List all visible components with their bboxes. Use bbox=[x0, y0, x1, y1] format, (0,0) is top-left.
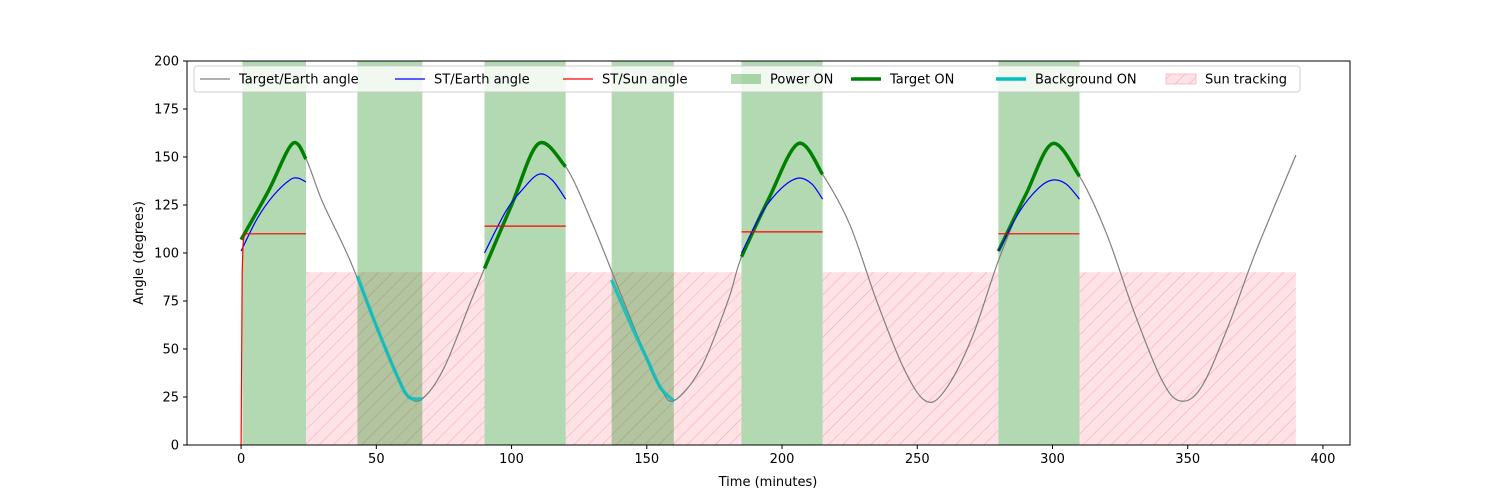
legend-label: Sun tracking bbox=[1205, 73, 1287, 88]
y-axis-label: Angle (degrees) bbox=[132, 201, 147, 305]
x-tick-label: 300 bbox=[1040, 452, 1065, 467]
legend: Target/Earth angle ST/Earth angle ST/Sun a… bbox=[193, 65, 1301, 93]
power-on-region bbox=[484, 61, 566, 445]
y-tick-label: 175 bbox=[154, 103, 179, 118]
legend-swatch-hatch bbox=[1166, 74, 1196, 84]
x-axis-label: Time (minutes) bbox=[718, 475, 818, 490]
x-tick-label: 350 bbox=[1175, 452, 1200, 467]
st-earth-angle-segment bbox=[740, 177, 824, 254]
y-tick-label: 50 bbox=[162, 343, 179, 358]
legend-label: Target/Earth angle bbox=[238, 73, 359, 88]
y-tick-label: 150 bbox=[154, 151, 179, 166]
sun-tracking-hatch bbox=[306, 272, 485, 445]
sun-tracking-region bbox=[306, 272, 485, 445]
legend-label: ST/Earth angle bbox=[434, 73, 530, 88]
target-on-segment bbox=[482, 140, 567, 270]
legend-box bbox=[193, 65, 1301, 93]
target-on-segment bbox=[996, 141, 1081, 252]
background-on-segment bbox=[355, 275, 423, 401]
y-tick-label: 75 bbox=[162, 295, 179, 310]
x-tick-label: 50 bbox=[368, 452, 385, 467]
st-earth-angle-segment bbox=[483, 173, 567, 254]
sun-tracking-hatch bbox=[822, 272, 999, 445]
sun-tracking-region bbox=[822, 272, 999, 445]
sun-tracking-region bbox=[565, 272, 742, 445]
target-on-segment bbox=[239, 140, 308, 241]
target-on-segment bbox=[739, 141, 825, 258]
y-tick-label: 25 bbox=[162, 391, 179, 406]
y-tick-label: 100 bbox=[154, 247, 179, 262]
power-on-region bbox=[998, 61, 1080, 445]
legend-label: Power ON bbox=[770, 73, 833, 88]
x-tick-label: 400 bbox=[1311, 452, 1336, 467]
power-on-region bbox=[357, 61, 423, 445]
sun-tracking-hatch bbox=[565, 272, 742, 445]
y-tick-label: 125 bbox=[154, 199, 179, 214]
y-tick-label: 200 bbox=[154, 55, 179, 70]
x-tick-label: 100 bbox=[499, 452, 524, 467]
x-tick-label: 200 bbox=[770, 452, 795, 467]
power-on-region bbox=[741, 61, 823, 445]
x-tick-label: 250 bbox=[905, 452, 930, 467]
sun-tracking-region bbox=[1079, 272, 1296, 445]
power-on-region bbox=[611, 61, 674, 445]
x-tick-label: 0 bbox=[237, 452, 245, 467]
background-on-segment bbox=[609, 279, 676, 403]
sun-tracking-hatch bbox=[1079, 272, 1296, 445]
legend-swatch bbox=[731, 74, 761, 84]
x-tick-label: 150 bbox=[634, 452, 659, 467]
legend-label: Target ON bbox=[889, 73, 954, 88]
st-sun-angle-segment bbox=[240, 233, 306, 445]
legend-label: ST/Sun angle bbox=[602, 73, 688, 88]
legend-label: Background ON bbox=[1035, 73, 1137, 88]
power-on-region bbox=[242, 61, 307, 445]
st-earth-angle-segment bbox=[997, 179, 1080, 252]
st-earth-angle-segment bbox=[240, 177, 307, 252]
y-tick-label: 0 bbox=[171, 439, 179, 454]
